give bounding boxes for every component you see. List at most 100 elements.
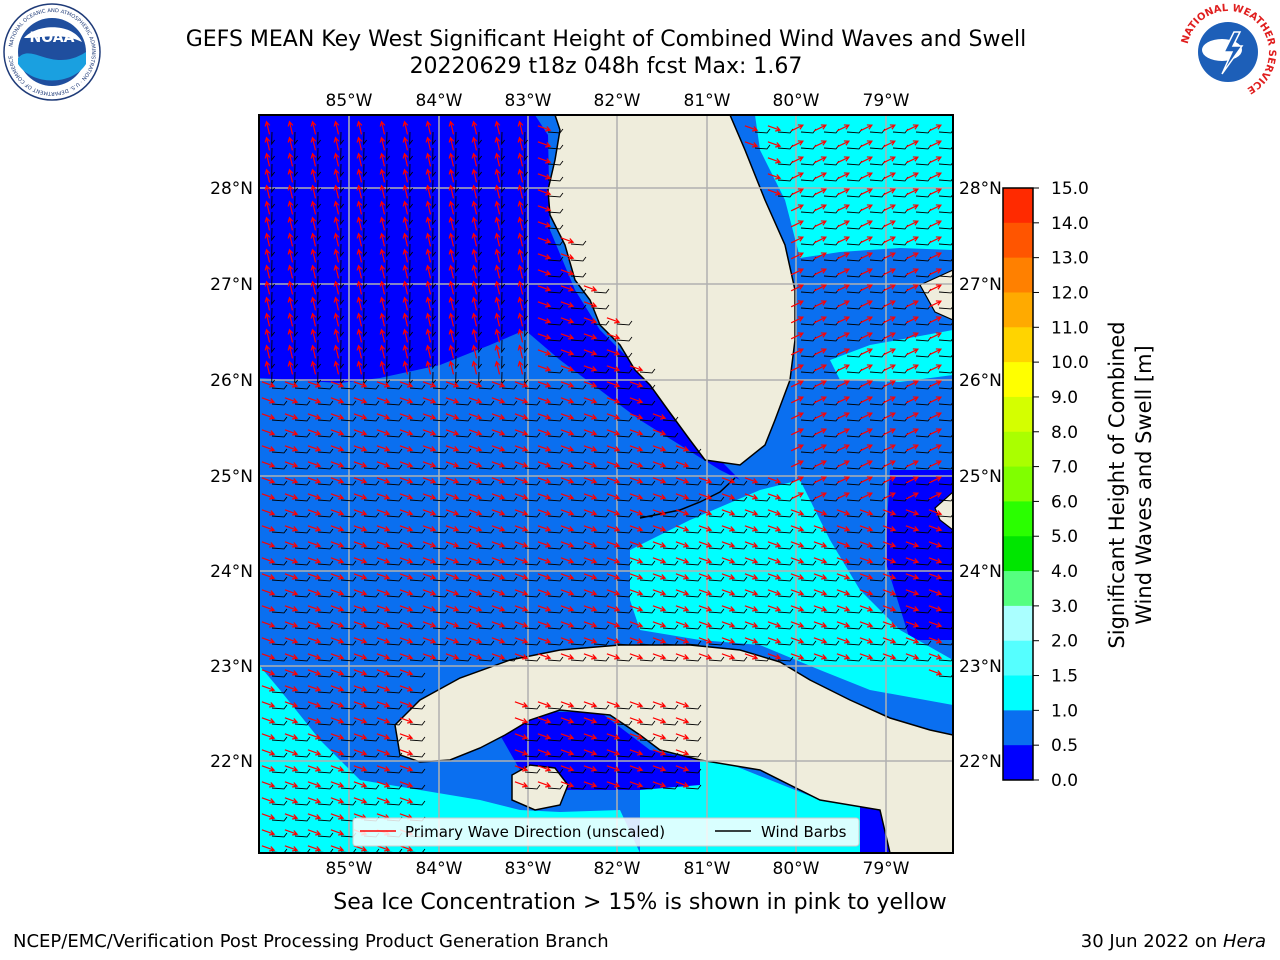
wind-barb [271, 672, 288, 678]
wind-barb [363, 720, 380, 726]
wind-barb [616, 576, 633, 582]
wave-direction-arrow [425, 232, 432, 247]
wind-barb [501, 624, 518, 630]
wind-barb [846, 624, 863, 630]
wave-direction-arrow [517, 200, 524, 215]
wave-direction-arrow [376, 637, 391, 644]
wind-barb [685, 576, 702, 582]
wind-barb [478, 195, 483, 210]
wave-direction-arrow [310, 296, 317, 311]
wave-direction-arrow [928, 492, 942, 500]
wind-barb [317, 179, 322, 194]
wave-direction-arrow [445, 621, 460, 628]
wind-barb [432, 259, 437, 274]
wave-direction-arrow [287, 280, 294, 295]
wave-direction-arrow [767, 141, 782, 148]
wind-barb [340, 448, 357, 454]
wave-direction-arrow [425, 328, 432, 343]
wave-direction-arrow [445, 525, 460, 532]
lat-label: 24°N [959, 562, 1002, 582]
wind-barb [501, 592, 518, 598]
wave-direction-arrow [836, 204, 850, 212]
wind-barb [271, 496, 288, 502]
wind-barb [478, 291, 483, 306]
wind-barb [570, 368, 587, 374]
wave-direction-arrow [261, 797, 276, 804]
wave-direction-arrow [928, 156, 942, 164]
wind-barb [317, 624, 334, 630]
wave-direction-arrow [330, 845, 345, 852]
wind-barb [616, 544, 633, 550]
wind-barb [639, 704, 656, 710]
wind-barb [777, 576, 794, 582]
wind-barb [294, 544, 311, 550]
wind-barb [340, 496, 357, 502]
wave-direction-arrow [583, 493, 598, 500]
colorbar-tick-label: 13.0 [1051, 249, 1089, 269]
wave-direction-arrow [356, 200, 363, 215]
wind-barb [639, 656, 656, 662]
wave-direction-arrow [514, 397, 529, 404]
wave-direction-arrow [261, 653, 276, 660]
wave-direction-arrow [284, 829, 299, 836]
wind-barb [340, 672, 357, 678]
colorbar-segment [1003, 745, 1033, 781]
wind-barb [915, 624, 932, 630]
wind-barb [639, 768, 656, 774]
wind-barb [271, 480, 288, 486]
wave-direction-arrow [606, 653, 621, 660]
wind-barb [317, 576, 334, 582]
wave-direction-arrow [698, 477, 713, 484]
wave-direction-arrow [330, 477, 345, 484]
wave-direction-arrow [836, 316, 850, 324]
wind-barb [432, 323, 437, 338]
wind-barb [432, 640, 449, 646]
wave-direction-arrow [448, 360, 455, 375]
wave-direction-arrow [767, 653, 782, 660]
wind-barb [662, 512, 679, 518]
wind-barb [616, 560, 633, 566]
wave-direction-arrow [399, 381, 414, 388]
wind-barb [409, 195, 414, 210]
wind-barb [363, 432, 380, 438]
wind-barb [570, 720, 587, 726]
wave-direction-arrow [471, 168, 478, 183]
wave-direction-arrow [859, 653, 874, 660]
wave-direction-arrow [859, 188, 873, 196]
colorbar-segment [1003, 605, 1033, 642]
wave-direction-arrow [882, 284, 896, 292]
wind-barb [823, 592, 840, 598]
wave-direction-arrow [675, 733, 690, 740]
wave-direction-arrow [356, 344, 363, 359]
wave-direction-arrow [287, 248, 294, 263]
footer-date: 30 Jun 2022 on Hera [1081, 931, 1266, 952]
wind-barb [570, 400, 587, 406]
wave-direction-arrow [517, 136, 524, 151]
colorbar-tick-label: 1.5 [1051, 667, 1078, 687]
wind-barb [294, 147, 299, 162]
wind-barb [386, 560, 403, 566]
lon-label: 81°W [684, 91, 731, 111]
wave-direction-arrow [494, 120, 501, 135]
wave-direction-arrow [583, 301, 598, 308]
wave-direction-arrow [399, 557, 414, 564]
wave-direction-arrow [882, 509, 897, 516]
wind-barb [455, 211, 460, 226]
wind-barb [363, 195, 368, 210]
wind-barb [455, 512, 472, 518]
wind-barb [317, 384, 334, 390]
wave-direction-arrow [606, 589, 621, 596]
wave-direction-arrow [905, 188, 919, 196]
wave-direction-arrow [583, 621, 598, 628]
wind-barb [455, 656, 472, 662]
wind-barb [386, 592, 403, 598]
wave-direction-arrow [560, 301, 575, 308]
wind-barb [570, 592, 587, 598]
wave-direction-arrow [284, 845, 299, 852]
wind-barb [524, 736, 541, 742]
wind-barb [386, 259, 391, 274]
wind-barb [294, 592, 311, 598]
wave-direction-arrow [537, 605, 552, 612]
wave-direction-arrow [402, 152, 409, 167]
wind-barb [501, 432, 518, 438]
